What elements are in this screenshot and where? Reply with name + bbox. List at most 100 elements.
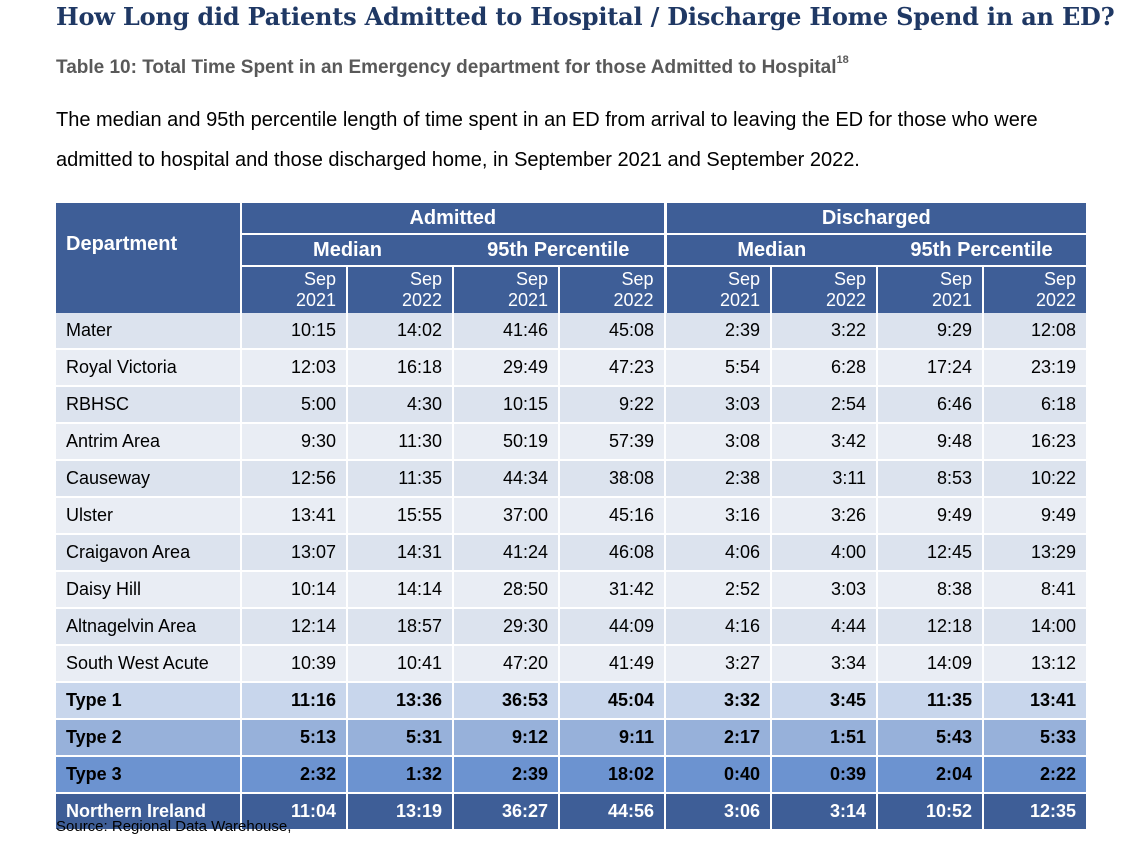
- time-value: 28:50: [452, 571, 559, 609]
- department-name: Causeway: [56, 460, 241, 498]
- department-name: Ulster: [56, 497, 241, 535]
- time-value: 46:08: [557, 534, 666, 572]
- time-value: 36:27: [452, 793, 559, 829]
- table-row: Type 3 2:32 1:32 2:39 18:02 0:40 0:39 2:04 2:22: [56, 756, 1087, 794]
- time-value: 9:49: [876, 497, 984, 535]
- time-value: 1:51: [770, 719, 878, 757]
- time-value: 9:29: [876, 313, 984, 350]
- time-value: 2:39: [664, 313, 772, 350]
- time-value: 5:33: [982, 719, 1087, 757]
- table-row: South West Acute 10:39 10:41 47:20 41:49 3:27…: [56, 645, 1087, 683]
- department-name: Type 1: [56, 682, 241, 720]
- table-row: Northern Ireland 11:04 13:19 36:27 44:56 3:06…: [56, 793, 1087, 829]
- time-value: 2:17: [664, 719, 772, 757]
- table-row: Mater 10:15 14:02 41:46 45:08 2:39 3:22 9:29 12:…: [56, 313, 1087, 350]
- date-header-month: Sep: [515, 269, 548, 289]
- time-value: 17:24: [876, 349, 984, 387]
- date-header-month: Sep: [621, 269, 654, 289]
- date-header-year: 2021: [720, 290, 761, 310]
- date-header: Sep 2022: [982, 266, 1087, 313]
- date-header: Sep 2022: [346, 266, 453, 313]
- time-value: 41:46: [452, 313, 559, 350]
- time-value: 10:41: [346, 645, 453, 683]
- table-caption: Table 10: Total Time Spent in an Emergen…: [56, 54, 849, 79]
- time-value: 13:07: [240, 534, 347, 572]
- date-header-year: 2022: [401, 290, 442, 310]
- date-header: Sep 2022: [770, 266, 878, 313]
- time-value: 2:22: [982, 756, 1087, 794]
- time-value: 50:19: [452, 423, 559, 461]
- time-value: 2:39: [452, 756, 559, 794]
- table-row: RBHSC 5:00 4:30 10:15 9:22 3:03 2:54 6:46 6:18: [56, 386, 1087, 424]
- time-value: 44:34: [452, 460, 559, 498]
- time-value: 12:56: [240, 460, 347, 498]
- time-value: 3:45: [770, 682, 878, 720]
- department-name: Antrim Area: [56, 423, 241, 461]
- time-value: 18:57: [346, 608, 453, 646]
- time-value: 16:18: [346, 349, 453, 387]
- date-header-year: 2022: [1036, 290, 1077, 310]
- time-value: 11:35: [346, 460, 453, 498]
- time-value: 16:23: [982, 423, 1087, 461]
- time-value: 6:18: [982, 386, 1087, 424]
- time-value: 12:03: [240, 349, 347, 387]
- department-name: Type 2: [56, 719, 241, 757]
- table-caption-text: Table 10: Total Time Spent in an Emergen…: [56, 57, 837, 78]
- time-value: 11:35: [876, 682, 984, 720]
- time-value: 9:12: [452, 719, 559, 757]
- time-value: 5:43: [876, 719, 984, 757]
- time-value: 12:18: [876, 608, 984, 646]
- table-row: Antrim Area 9:30 11:30 50:19 57:39 3:08 3:42 9:…: [56, 423, 1087, 461]
- time-value: 5:00: [240, 386, 347, 424]
- date-header-year: 2022: [826, 290, 867, 310]
- time-value: 4:16: [664, 608, 772, 646]
- time-value: 36:53: [452, 682, 559, 720]
- time-value: 57:39: [557, 423, 666, 461]
- time-value: 12:14: [240, 608, 347, 646]
- date-header-month: Sep: [940, 269, 973, 289]
- date-header-month: Sep: [1044, 269, 1077, 289]
- department-name: South West Acute: [56, 645, 241, 683]
- time-value: 11:16: [240, 682, 347, 720]
- time-value: 5:31: [346, 719, 453, 757]
- time-value: 12:35: [982, 793, 1087, 829]
- time-value: 47:20: [452, 645, 559, 683]
- time-value: 45:04: [557, 682, 666, 720]
- time-value: 13:41: [982, 682, 1087, 720]
- time-value: 18:02: [557, 756, 666, 794]
- table-row: Type 2 5:13 5:31 9:12 9:11 2:17 1:51 5:43 5:33: [56, 719, 1087, 757]
- time-value: 10:14: [240, 571, 347, 609]
- time-value: 3:42: [770, 423, 878, 461]
- department-name: Altnagelvin Area: [56, 608, 241, 646]
- time-value: 41:24: [452, 534, 559, 572]
- date-header-year: 2021: [932, 290, 973, 310]
- time-value: 3:32: [664, 682, 772, 720]
- discharged-p95-header: 95th Percentile: [877, 234, 1087, 267]
- time-value: 14:31: [346, 534, 453, 572]
- time-value: 12:08: [982, 313, 1087, 350]
- time-value: 5:54: [664, 349, 772, 387]
- department-name: Royal Victoria: [56, 349, 241, 387]
- time-value: 3:11: [770, 460, 878, 498]
- time-value: 8:53: [876, 460, 984, 498]
- table-row: Causeway 12:56 11:35 44:34 38:08 2:38 3:11 8:53…: [56, 460, 1087, 498]
- time-value: 0:40: [664, 756, 772, 794]
- table-description: The median and 95th percentile length of…: [56, 109, 1038, 171]
- table-row: Type 1 11:16 13:36 36:53 45:04 3:32 3:45 11:35 1…: [56, 682, 1087, 720]
- time-value: 3:34: [770, 645, 878, 683]
- time-value: 13:29: [982, 534, 1087, 572]
- time-value: 0:39: [770, 756, 878, 794]
- time-value: 44:09: [557, 608, 666, 646]
- time-value: 9:22: [557, 386, 666, 424]
- department-name: Mater: [56, 313, 241, 350]
- time-value: 3:14: [770, 793, 878, 829]
- time-value: 5:13: [240, 719, 347, 757]
- time-value: 2:52: [664, 571, 772, 609]
- time-value: 45:08: [557, 313, 666, 350]
- admitted-median-header: Median: [240, 234, 453, 267]
- time-value: 14:14: [346, 571, 453, 609]
- footnote-marker: 18: [836, 54, 849, 66]
- time-value: 31:42: [557, 571, 666, 609]
- time-value: 2:32: [240, 756, 347, 794]
- time-value: 2:54: [770, 386, 878, 424]
